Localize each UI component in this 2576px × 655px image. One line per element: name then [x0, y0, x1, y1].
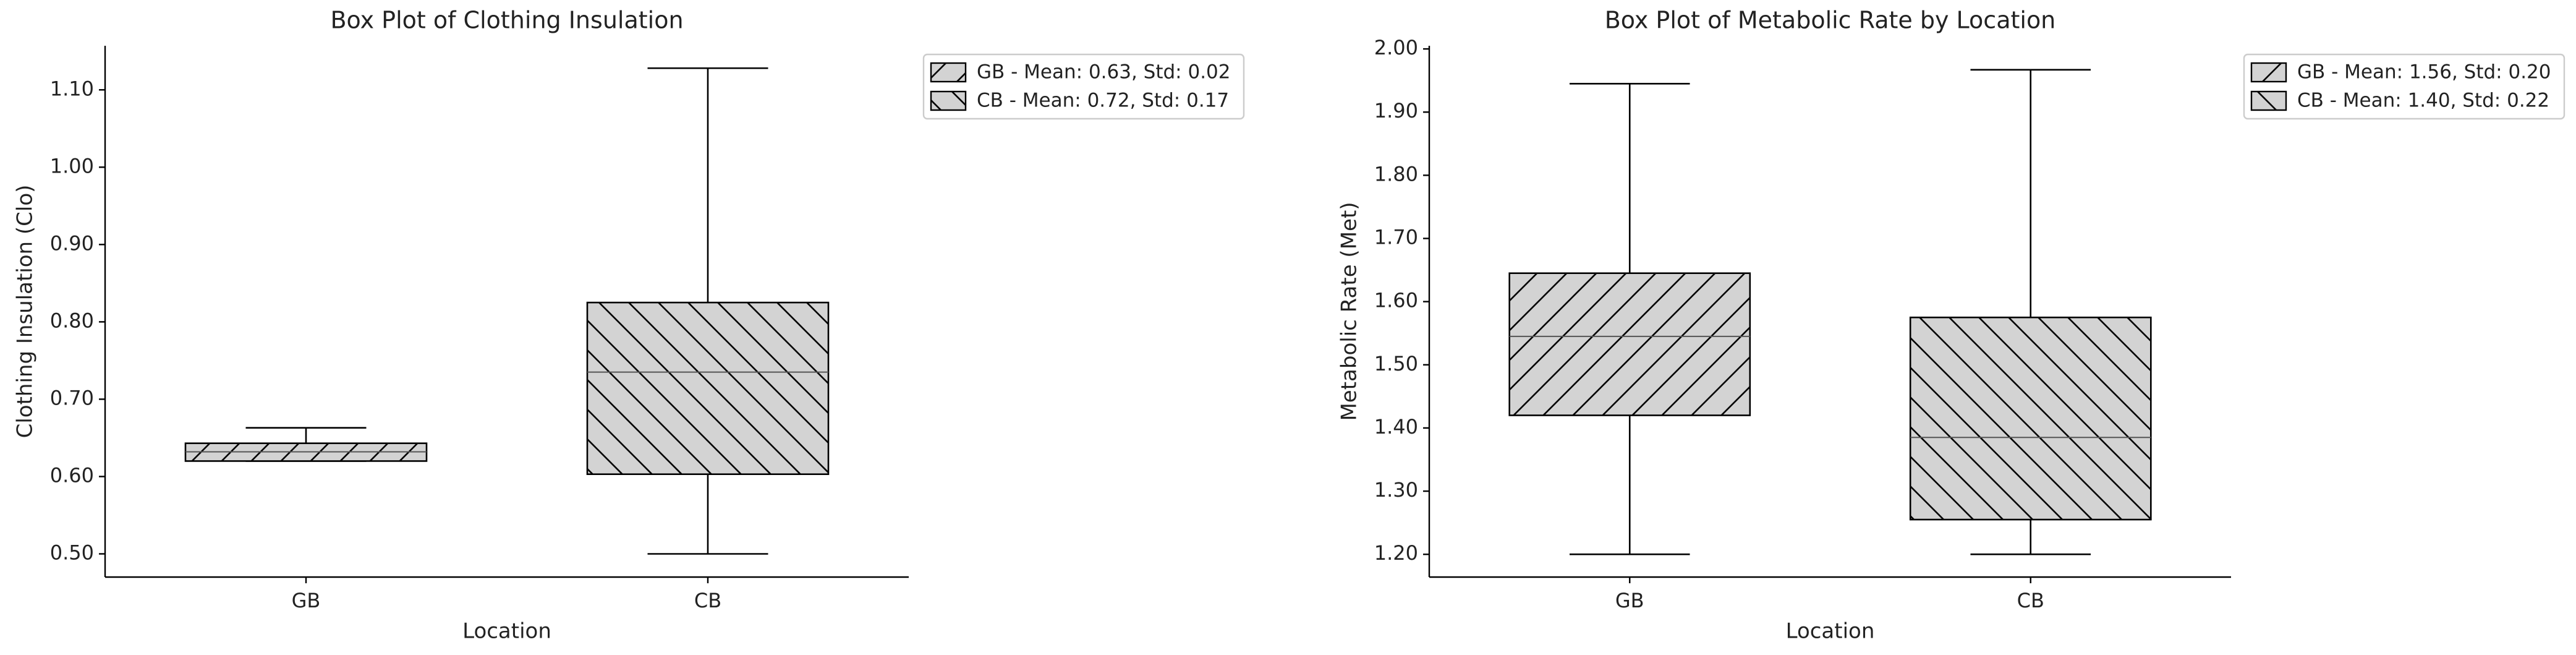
y-tick-label: 2.00	[1374, 36, 1418, 59]
legend-label: GB - Mean: 1.56, Std: 0.20	[2297, 61, 2551, 83]
y-tick-label: 1.10	[50, 77, 94, 100]
chart: Box Plot of Metabolic Rate by Location Lo…	[1337, 7, 2565, 644]
x-tick-label: CB	[2017, 589, 2044, 612]
y-tick-label: 0.70	[50, 386, 94, 409]
x-axis-label: Location	[462, 619, 551, 644]
y-tick-label: 1.40	[1374, 415, 1418, 439]
y-tick-label: 0.80	[50, 309, 94, 332]
x-tick-label: GB	[1615, 589, 1644, 612]
legend-swatch	[2250, 90, 2287, 111]
legend-frame	[2243, 53, 2565, 120]
y-tick-label: 1.50	[1374, 352, 1418, 375]
box	[1909, 316, 2152, 521]
y-tick-label: 1.90	[1374, 99, 1418, 122]
chart: Box Plot of Clothing Insulation Location C…	[13, 7, 1245, 644]
box	[1508, 272, 1751, 416]
y-axis-label: Clothing Insulation (Clo)	[13, 185, 38, 439]
y-tick-label: 1.80	[1374, 162, 1418, 186]
y-axis-label: Metabolic Rate (Met)	[1337, 202, 1362, 421]
legend-swatch	[930, 90, 967, 111]
y-tick-label: 1.00	[50, 154, 94, 178]
x-axis-label: Location	[1786, 619, 1875, 644]
chart-title: Box Plot of Clothing Insulation	[330, 7, 683, 34]
legend-label: CB - Mean: 1.40, Std: 0.22	[2297, 90, 2549, 112]
y-tick-label: 1.60	[1374, 289, 1418, 312]
y-tick-label: 1.30	[1374, 478, 1418, 502]
y-tick-label: 1.20	[1374, 541, 1418, 565]
x-tick-label: GB	[292, 589, 321, 612]
y-tick-label: 0.60	[50, 463, 94, 487]
x-tick-label: CB	[694, 589, 721, 612]
legend-label: CB - Mean: 0.72, Std: 0.17	[977, 90, 1229, 112]
legend-frame	[922, 53, 1245, 120]
y-tick-label: 0.90	[50, 231, 94, 255]
legend-label: GB - Mean: 0.63, Std: 0.02	[977, 61, 1231, 83]
legend-swatch	[2250, 62, 2287, 83]
y-tick-label: 0.50	[50, 541, 94, 564]
box	[586, 301, 830, 476]
y-tick-label: 1.70	[1374, 226, 1418, 249]
chart-title: Box Plot of Metabolic Rate by Location	[1605, 7, 2056, 34]
legend-swatch	[930, 62, 967, 83]
